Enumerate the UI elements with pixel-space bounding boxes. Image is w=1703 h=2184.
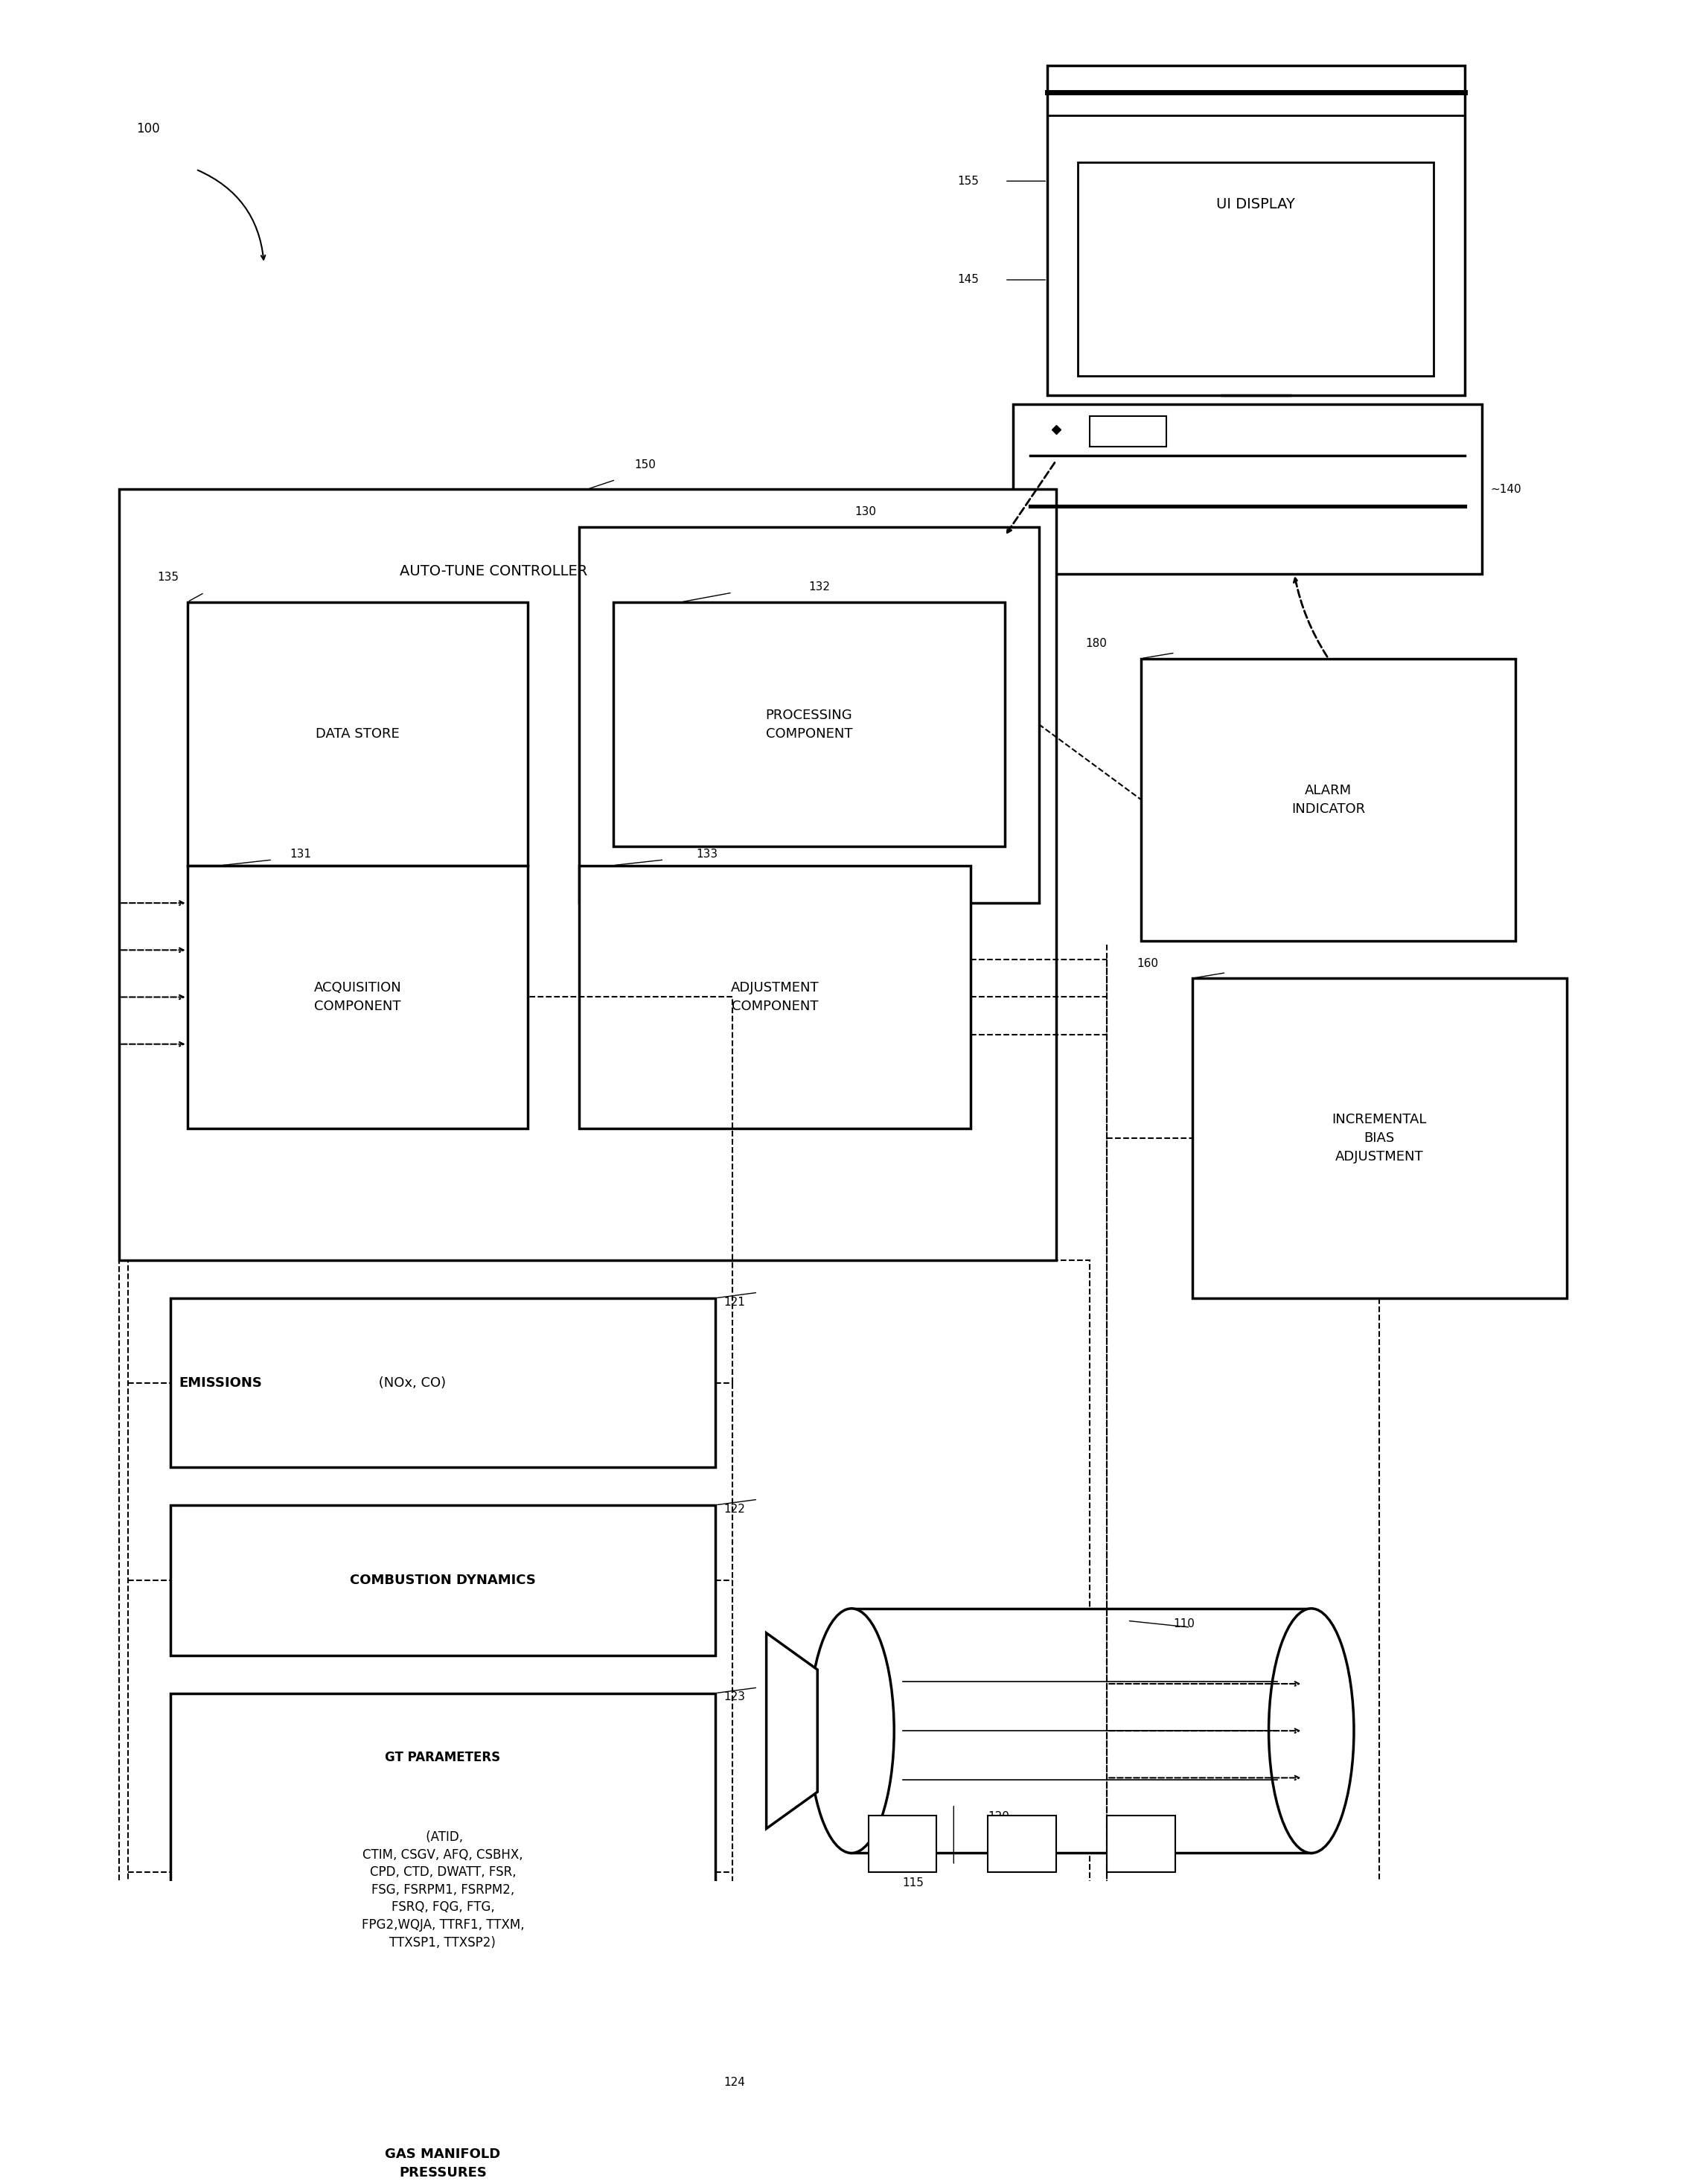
Ellipse shape bbox=[809, 1607, 894, 1852]
Bar bbox=[170, 1693, 715, 2051]
Bar bbox=[579, 865, 971, 1129]
Text: 115: 115 bbox=[903, 1878, 925, 1889]
Text: ACQUISITION
COMPONENT: ACQUISITION COMPONENT bbox=[313, 981, 402, 1013]
Bar bbox=[187, 865, 528, 1129]
Bar bbox=[613, 603, 1005, 847]
Text: ~140: ~140 bbox=[1490, 483, 1521, 496]
Polygon shape bbox=[766, 1634, 817, 1828]
Text: (NOx, CO): (NOx, CO) bbox=[375, 1376, 446, 1389]
Ellipse shape bbox=[1269, 1607, 1354, 1852]
Text: AUTO-TUNE CONTROLLER: AUTO-TUNE CONTROLLER bbox=[400, 563, 588, 579]
Text: 130: 130 bbox=[855, 507, 877, 518]
Text: 150: 150 bbox=[634, 459, 656, 470]
Text: ALARM
INDICATOR: ALARM INDICATOR bbox=[1291, 784, 1366, 815]
Text: 155: 155 bbox=[957, 175, 979, 186]
Bar bbox=[1090, 417, 1167, 448]
Bar bbox=[988, 1815, 1056, 1872]
Bar bbox=[1192, 978, 1567, 1297]
Text: 133: 133 bbox=[697, 850, 719, 860]
Text: 160: 160 bbox=[1136, 959, 1158, 970]
Text: ADJUSTMENT
COMPONENT: ADJUSTMENT COMPONENT bbox=[731, 981, 819, 1013]
Text: PROCESSING
COMPONENT: PROCESSING COMPONENT bbox=[766, 708, 851, 740]
Bar bbox=[1013, 404, 1482, 574]
Text: 180: 180 bbox=[1085, 638, 1107, 649]
Text: UI DISPLAY: UI DISPLAY bbox=[1216, 197, 1296, 212]
Bar bbox=[869, 1815, 937, 1872]
Text: 135: 135 bbox=[157, 572, 179, 583]
Bar bbox=[1078, 162, 1434, 376]
Text: GT PARAMETERS: GT PARAMETERS bbox=[385, 1752, 501, 1765]
Text: COMBUSTION DYNAMICS: COMBUSTION DYNAMICS bbox=[349, 1575, 536, 1588]
Bar bbox=[119, 1260, 1090, 2108]
Text: EMISSIONS: EMISSIONS bbox=[179, 1376, 262, 1389]
Text: INCREMENTAL
BIAS
ADJUSTMENT: INCREMENTAL BIAS ADJUSTMENT bbox=[1332, 1114, 1427, 1164]
Text: 120: 120 bbox=[988, 1811, 1010, 1821]
Text: GAS MANIFOLD
PRESSURES: GAS MANIFOLD PRESSURES bbox=[385, 2147, 501, 2180]
Bar bbox=[1107, 1815, 1175, 1872]
Bar bbox=[851, 1607, 1311, 1852]
Bar bbox=[170, 1505, 715, 1655]
Bar bbox=[119, 489, 1056, 1260]
Text: 123: 123 bbox=[724, 1690, 746, 1704]
Text: DATA STORE: DATA STORE bbox=[315, 727, 400, 740]
Bar bbox=[1047, 66, 1465, 395]
Bar bbox=[170, 2079, 715, 2184]
Text: 110: 110 bbox=[1173, 1618, 1196, 1629]
Bar bbox=[579, 526, 1039, 902]
Text: (ATID,
CTIM, CSGV, AFQ, CSBHX,
CPD, CTD, DWATT, FSR,
FSG, FSRPM1, FSRPM2,
FSRQ, : (ATID, CTIM, CSGV, AFQ, CSBHX, CPD, CTD,… bbox=[361, 1830, 525, 1948]
Text: 100: 100 bbox=[136, 122, 160, 135]
Text: 121: 121 bbox=[724, 1297, 746, 1308]
Text: 124: 124 bbox=[724, 2077, 746, 2088]
Bar bbox=[187, 603, 528, 865]
Text: 131: 131 bbox=[290, 850, 312, 860]
Text: 122: 122 bbox=[724, 1503, 746, 1514]
Bar bbox=[170, 1297, 715, 1468]
Text: 145: 145 bbox=[957, 275, 979, 286]
Bar bbox=[1141, 657, 1516, 941]
Text: 132: 132 bbox=[809, 581, 831, 592]
